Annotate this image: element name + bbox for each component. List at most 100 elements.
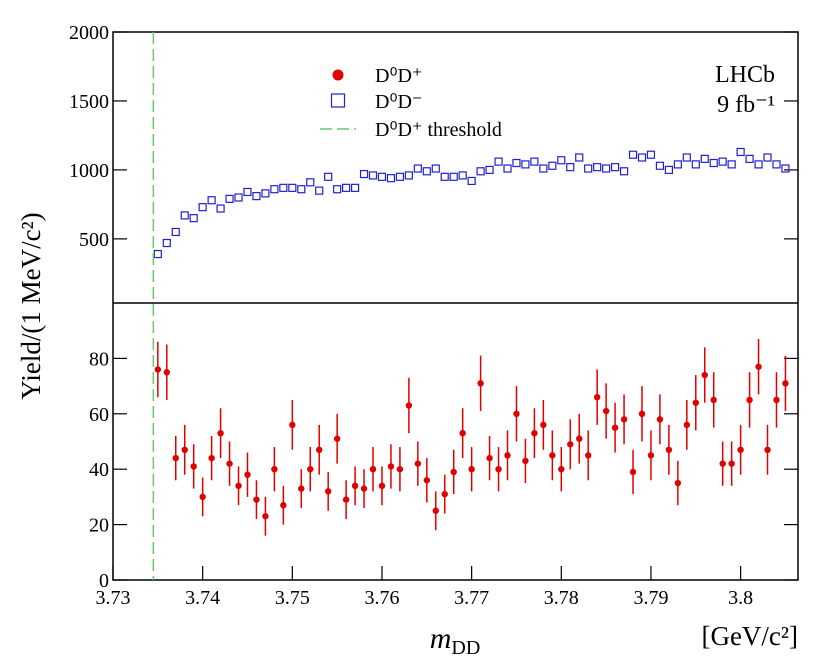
data-point <box>324 172 333 181</box>
data-point <box>468 466 475 473</box>
data-point <box>682 153 691 162</box>
data-point <box>422 167 431 176</box>
data-point <box>189 214 198 223</box>
data-point <box>226 460 233 467</box>
frame <box>112 31 799 581</box>
y-tick-label: 1500 <box>69 91 109 113</box>
data-point <box>431 164 440 173</box>
data-point <box>710 396 717 404</box>
data-point <box>198 203 207 212</box>
data-point <box>386 174 396 183</box>
data-point <box>638 410 646 417</box>
data-point <box>234 193 243 202</box>
x-axis-unit: [GeV/c²] <box>701 621 798 651</box>
data-point <box>485 165 494 175</box>
data-point <box>216 204 225 213</box>
y-tick-label: 80 <box>89 348 109 370</box>
data-point <box>773 396 780 404</box>
data-point <box>549 452 556 459</box>
data-point <box>162 238 171 248</box>
data-point <box>637 153 647 162</box>
y-tick-label: 500 <box>79 229 109 251</box>
data-point <box>154 366 162 373</box>
data-point <box>298 485 305 492</box>
data-point <box>745 154 754 163</box>
data-point <box>503 164 512 173</box>
data-point <box>611 424 619 431</box>
data-point <box>530 157 539 166</box>
data-point <box>628 150 638 159</box>
data-point <box>494 157 503 166</box>
x-tick-label: 3.8 <box>728 587 753 609</box>
data-point <box>576 435 583 442</box>
data-point <box>655 161 665 170</box>
data-point <box>307 466 314 473</box>
data-point <box>262 513 269 520</box>
data-point <box>395 172 405 181</box>
data-point <box>619 167 629 176</box>
legend-label: D⁰D⁻ <box>375 91 422 113</box>
data-point <box>217 429 224 437</box>
data-point <box>324 488 332 495</box>
y-tick-label: 40 <box>89 459 109 481</box>
data-point <box>360 485 368 492</box>
data-point <box>567 441 574 448</box>
data-point <box>629 468 637 476</box>
data-point <box>440 172 449 181</box>
data-point <box>315 186 324 195</box>
data-point <box>558 466 565 473</box>
y-axis-label: Yield/(1 MeV/c²) <box>16 212 46 399</box>
data-point <box>683 421 691 429</box>
x-tick-label: 3.79 <box>633 587 668 609</box>
x-tick-label: 3.74 <box>185 587 220 609</box>
data-point <box>450 468 457 476</box>
data-point <box>270 185 279 194</box>
data-point <box>664 165 673 175</box>
data-point <box>208 454 215 462</box>
data-point <box>575 153 584 162</box>
data-point <box>172 454 179 462</box>
data-point <box>782 380 789 387</box>
y-tick-label: 2000 <box>69 22 109 44</box>
data-point <box>413 164 422 173</box>
data-point <box>404 171 413 180</box>
luminosity-label: 9 fb⁻¹ <box>717 92 775 118</box>
data-point <box>548 161 557 170</box>
x-tick-label: 3.73 <box>96 587 131 609</box>
data-point <box>539 164 548 173</box>
data-point <box>289 421 296 429</box>
data-point <box>584 452 592 459</box>
data-point <box>646 150 656 159</box>
data-point <box>719 460 726 467</box>
data-point <box>316 446 323 454</box>
data-point <box>271 466 278 473</box>
data-point <box>279 183 288 192</box>
data-point <box>369 466 377 473</box>
data-point <box>737 446 744 454</box>
data-point <box>476 167 485 176</box>
data-point <box>297 185 306 194</box>
data-point <box>692 399 699 406</box>
data-point <box>718 157 727 166</box>
data-point <box>423 477 431 484</box>
data-point <box>181 446 188 454</box>
data-point <box>486 454 493 462</box>
data-point <box>504 452 511 459</box>
data-point <box>459 429 466 437</box>
data-point <box>351 482 359 490</box>
data-point <box>673 160 682 169</box>
data-point <box>359 169 369 179</box>
data-point <box>477 380 484 387</box>
x-axis-label-main: m <box>430 622 452 655</box>
data-point <box>512 158 521 168</box>
data-point <box>763 153 772 162</box>
data-point <box>620 416 628 423</box>
data-point <box>700 154 709 163</box>
data-point <box>207 196 216 205</box>
data-point <box>602 407 610 415</box>
data-point <box>709 158 718 168</box>
data-point <box>513 410 520 417</box>
data-point <box>593 163 602 172</box>
data-point <box>378 482 386 490</box>
